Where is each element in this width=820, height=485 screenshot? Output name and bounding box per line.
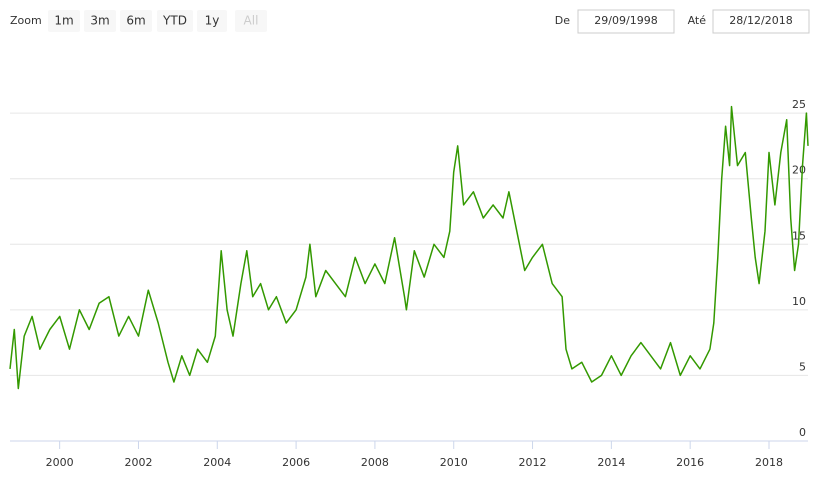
x-tick-label: 2016 (676, 456, 704, 469)
x-tick-label: 2008 (361, 456, 389, 469)
button-label[interactable]: 3m (90, 14, 109, 28)
to-label: Até (688, 14, 707, 27)
button-bg (84, 10, 116, 32)
to-input[interactable] (712, 9, 810, 34)
button-bg (120, 10, 152, 32)
series-line (9, 105, 809, 390)
y-tick-label: 20 (792, 164, 806, 177)
to-date[interactable]: 28/12/2018 (729, 14, 792, 27)
x-tick-label: 2012 (519, 456, 547, 469)
y-tick-label: 5 (799, 360, 806, 373)
x-tick-label: 2010 (440, 456, 468, 469)
button-label: All (244, 14, 259, 28)
zoom-button[interactable]: 1m (48, 10, 80, 32)
zoom-button[interactable]: 1y (197, 10, 227, 32)
zoom-label: Zoom (10, 14, 42, 27)
button-label[interactable]: 1m (54, 14, 73, 28)
x-tick-label: 2014 (597, 456, 625, 469)
from-input[interactable] (577, 9, 675, 34)
y-tick-label: 25 (792, 98, 806, 111)
button-bg (48, 10, 80, 32)
x-tick-label: 2002 (124, 456, 152, 469)
zoom-button[interactable]: 3m (84, 10, 116, 32)
button-label[interactable]: 6m (126, 14, 145, 28)
zoom-button[interactable]: 6m (120, 10, 152, 32)
from-date[interactable]: 29/09/1998 (594, 14, 657, 27)
x-tick-label: 2018 (755, 456, 783, 469)
button-label[interactable]: 1y (205, 14, 220, 28)
button-label[interactable]: YTD (162, 14, 187, 28)
button-bg (197, 10, 227, 32)
y-tick-label: 0 (799, 426, 806, 439)
button-bg (157, 10, 193, 32)
x-tick-label: 2000 (46, 456, 74, 469)
x-tick-label: 2006 (282, 456, 310, 469)
y-tick-label: 10 (792, 295, 806, 308)
x-tick-label: 2004 (203, 456, 231, 469)
button-bg (235, 10, 267, 32)
zoom-button: All (235, 10, 267, 32)
zoom-button[interactable]: YTD (157, 10, 193, 32)
from-label: De (555, 14, 570, 27)
